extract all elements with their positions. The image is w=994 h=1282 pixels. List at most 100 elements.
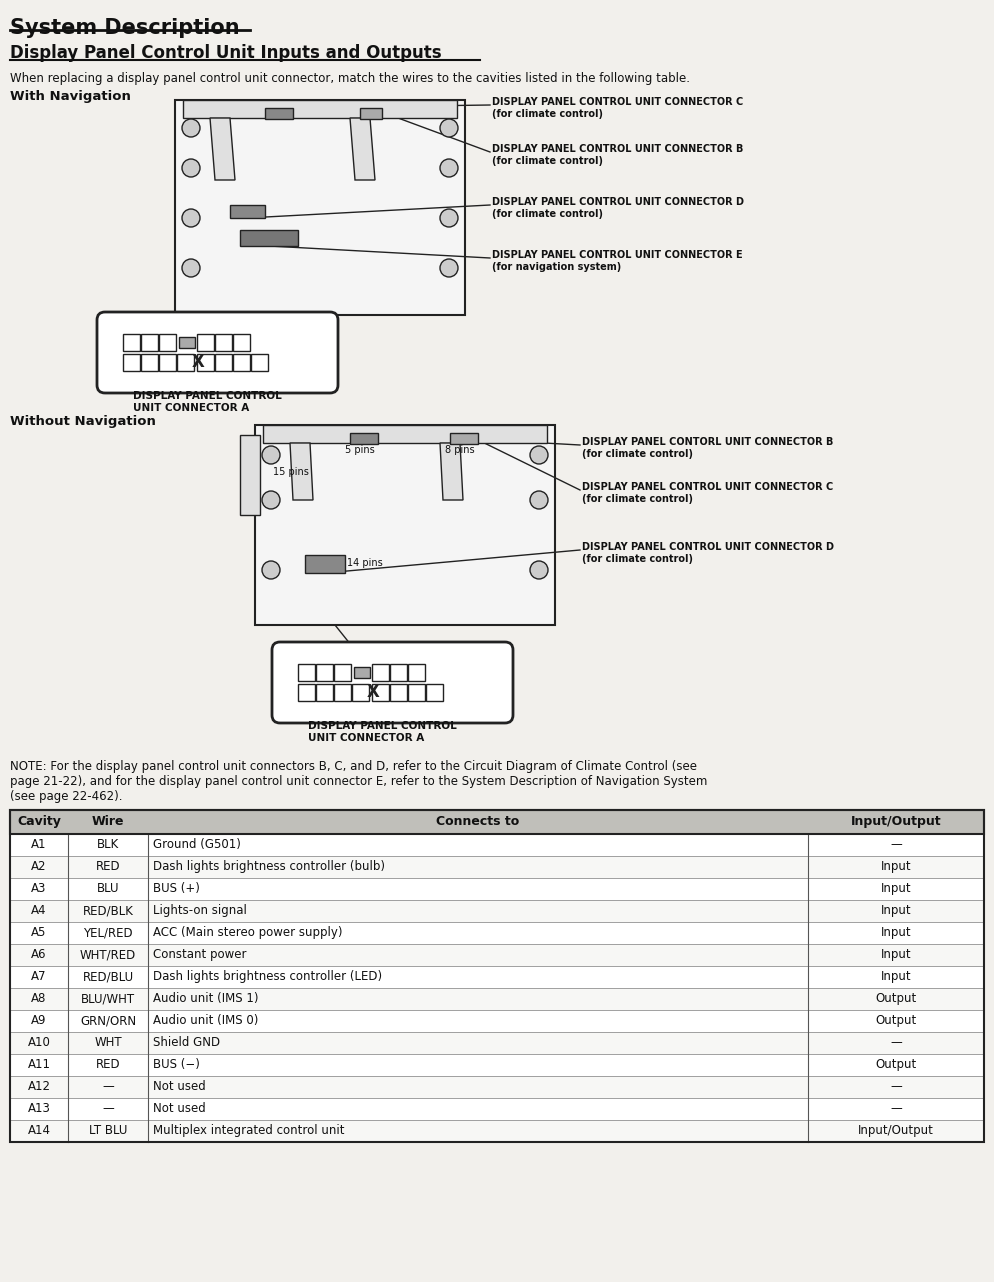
Bar <box>352 685 369 701</box>
Text: DISPLAY PANEL CONTORL UNIT CONNECTOR B
(for climate control): DISPLAY PANEL CONTORL UNIT CONNECTOR B (… <box>582 437 833 459</box>
Bar <box>10 835 984 856</box>
Bar <box>10 878 984 900</box>
Text: ACC (Main stereo power supply): ACC (Main stereo power supply) <box>153 926 343 938</box>
Bar <box>10 1010 984 1032</box>
Bar <box>123 354 140 370</box>
Text: 3: 3 <box>164 336 170 346</box>
Text: WHT: WHT <box>94 1036 122 1049</box>
Text: 13: 13 <box>236 356 247 365</box>
Text: 12: 12 <box>393 686 404 695</box>
Text: A13: A13 <box>28 1103 51 1115</box>
Text: Input: Input <box>881 947 911 962</box>
Text: RED/BLK: RED/BLK <box>83 904 133 917</box>
Text: A11: A11 <box>28 1058 51 1070</box>
Text: Shield GND: Shield GND <box>153 1036 220 1049</box>
Circle shape <box>262 491 280 509</box>
Text: A9: A9 <box>31 1014 47 1027</box>
Text: 5: 5 <box>220 336 226 346</box>
Bar <box>230 205 265 218</box>
Circle shape <box>440 209 458 227</box>
Polygon shape <box>350 118 375 179</box>
Text: BLK: BLK <box>96 838 119 851</box>
Bar <box>390 664 407 681</box>
Bar <box>372 685 389 701</box>
Circle shape <box>530 446 548 464</box>
Bar <box>197 335 214 351</box>
Text: X: X <box>367 683 380 701</box>
Text: With Navigation: With Navigation <box>10 90 131 103</box>
Text: Audio unit (IMS 1): Audio unit (IMS 1) <box>153 992 258 1005</box>
Text: A10: A10 <box>28 1036 51 1049</box>
Circle shape <box>182 159 200 177</box>
Text: A1: A1 <box>31 838 47 851</box>
Text: 4: 4 <box>202 336 208 346</box>
Text: Input: Input <box>881 926 911 938</box>
Text: —: — <box>102 1079 114 1094</box>
Bar <box>10 1097 984 1120</box>
Text: A5: A5 <box>32 926 47 938</box>
Bar <box>350 433 378 444</box>
Text: 1: 1 <box>128 336 134 346</box>
Text: Lights-on signal: Lights-on signal <box>153 904 247 917</box>
Text: 5 pins: 5 pins <box>345 445 375 455</box>
Text: 8: 8 <box>321 686 327 695</box>
FancyBboxPatch shape <box>97 312 338 394</box>
Circle shape <box>262 562 280 579</box>
Bar <box>10 944 984 967</box>
Text: Input: Input <box>881 970 911 983</box>
Bar <box>10 922 984 944</box>
Text: 2: 2 <box>146 336 152 346</box>
Bar <box>175 100 465 315</box>
Text: Input: Input <box>881 860 911 873</box>
Text: X: X <box>192 353 205 370</box>
Bar <box>255 426 555 626</box>
Text: 13: 13 <box>411 686 421 695</box>
Text: BLU: BLU <box>96 882 119 895</box>
Bar <box>183 100 457 118</box>
Text: 11: 11 <box>199 356 211 365</box>
Text: 8 pins: 8 pins <box>445 445 474 455</box>
Bar <box>372 664 389 681</box>
Text: 4: 4 <box>377 667 383 676</box>
Text: A4: A4 <box>31 904 47 917</box>
Text: DISPLAY PANEL CONTROL
UNIT CONNECTOR A: DISPLAY PANEL CONTROL UNIT CONNECTOR A <box>133 391 281 413</box>
Text: Input: Input <box>881 904 911 917</box>
Text: DISPLAY PANEL CONTROL UNIT CONNECTOR C
(for climate control): DISPLAY PANEL CONTROL UNIT CONNECTOR C (… <box>492 97 744 119</box>
Bar <box>298 664 315 681</box>
Bar <box>10 810 984 835</box>
Bar <box>298 685 315 701</box>
Circle shape <box>440 159 458 177</box>
Bar <box>316 685 333 701</box>
Text: 14 pins: 14 pins <box>347 558 383 568</box>
Bar <box>316 664 333 681</box>
Text: DISPLAY PANEL CONTROL UNIT CONNECTOR C
(for climate control): DISPLAY PANEL CONTROL UNIT CONNECTOR C (… <box>582 482 833 504</box>
Bar <box>334 685 351 701</box>
Circle shape <box>440 259 458 277</box>
Text: 10: 10 <box>179 356 191 365</box>
Text: Without Navigation: Without Navigation <box>10 415 156 428</box>
Text: A8: A8 <box>32 992 47 1005</box>
Text: —: — <box>890 1079 902 1094</box>
Text: Input/Output: Input/Output <box>851 815 941 828</box>
FancyBboxPatch shape <box>272 642 513 723</box>
Text: A7: A7 <box>31 970 47 983</box>
Bar <box>10 988 984 1010</box>
Text: Input/Output: Input/Output <box>858 1124 934 1137</box>
Circle shape <box>440 119 458 137</box>
Text: BUS (+): BUS (+) <box>153 882 200 895</box>
Text: RED/BLU: RED/BLU <box>83 970 133 983</box>
Bar <box>159 335 176 351</box>
Text: Wire: Wire <box>91 815 124 828</box>
Bar <box>10 1120 984 1142</box>
Polygon shape <box>290 444 313 500</box>
Bar <box>426 685 443 701</box>
Bar <box>450 433 478 444</box>
Text: 8: 8 <box>146 356 152 365</box>
Bar <box>263 426 547 444</box>
Circle shape <box>182 119 200 137</box>
Text: A12: A12 <box>28 1079 51 1094</box>
Bar <box>233 354 250 370</box>
Text: 2: 2 <box>321 667 327 676</box>
Text: 5: 5 <box>395 667 402 676</box>
Bar <box>141 335 158 351</box>
